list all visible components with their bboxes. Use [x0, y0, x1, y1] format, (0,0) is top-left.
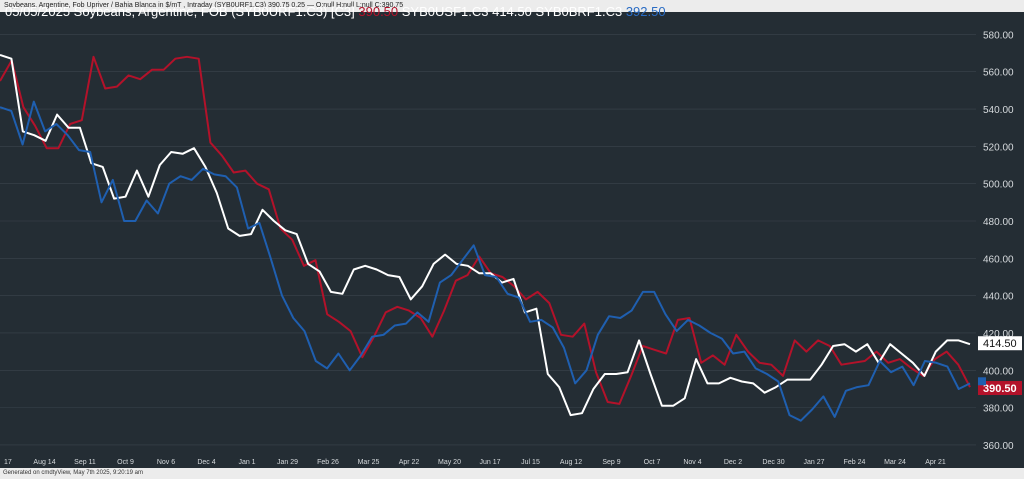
y-tick-label: 380.00 [983, 404, 1014, 415]
x-tick-label: Nov 6 [157, 459, 175, 466]
last-value-labels: 414.50 390.50 [978, 336, 1022, 396]
x-tick-label: Feb 24 [844, 459, 866, 466]
x-tick-label: Sep 11 [74, 459, 96, 466]
y-tick-label: 440.00 [983, 292, 1014, 303]
series-line-SYB0URF1.C3 [0, 55, 971, 405]
legend-title: 05/05/2025 Soybeans, Argentine, FOB (SYB… [5, 4, 355, 19]
x-tick-label: Dec 4 [197, 459, 215, 466]
x-tick-label: Jan 27 [803, 459, 824, 466]
y-tick-label: 420.00 [983, 329, 1014, 340]
legend-red-value: 390.50 [358, 4, 399, 19]
chart-legend: 05/05/2025 Soybeans, Argentine, FOB (SYB… [5, 3, 666, 21]
last-value-label-white: 414.50 [983, 338, 1017, 350]
last-value-label-red: 390.50 [983, 383, 1017, 395]
x-tick-label: 17 [4, 459, 12, 466]
y-tick-label: 480.00 [983, 217, 1014, 228]
series-line-SYB0BRF1.C3 [0, 100, 971, 422]
x-tick-label: Oct 7 [644, 459, 661, 466]
x-tick-label: Jul 15 [521, 459, 540, 466]
x-tick-label: Dec 2 [724, 459, 742, 466]
x-tick-label: Nov 4 [683, 459, 701, 466]
y-tick-label: 500.00 [983, 180, 1014, 191]
x-tick-label: Aug 14 [33, 459, 55, 466]
generated-footer: Generated on cmdtyView, May 7th 2025, 9:… [3, 470, 143, 476]
y-tick-label: 520.00 [983, 142, 1014, 153]
chart-series [0, 53, 971, 422]
chart-info-bar: Soybeans, Argentine, Fob Upriver / Bahia… [0, 0, 1024, 12]
y-axis: 360.00 380.00 400.00 420.00 440.00 460.00 480.… [983, 30, 1014, 452]
x-tick-label: Mar 25 [358, 459, 380, 466]
x-tick-label: Dec 30 [762, 459, 784, 466]
y-tick-label: 360.00 [983, 441, 1014, 452]
x-tick-label: Sep 9 [602, 459, 620, 466]
x-tick-label: Jan 29 [277, 459, 298, 466]
price-chart[interactable]: 360.00 380.00 400.00 420.00 440.00 460.00 480.… [0, 12, 1024, 468]
last-value-box-white [978, 336, 1022, 351]
y-tick-label: 540.00 [983, 105, 1014, 116]
y-tick-label: 400.00 [983, 366, 1014, 377]
x-tick-label: Oct 9 [117, 459, 134, 466]
legend-white-value: 414.50 [492, 4, 532, 19]
chart-panel [0, 12, 1024, 468]
y-tick-label: 580.00 [983, 30, 1014, 41]
x-tick-label: Aug 12 [560, 459, 582, 466]
x-tick-label: Mar 24 [884, 459, 906, 466]
legend-blue-value: 392.50 [625, 4, 666, 19]
legend-blue-name: SYB0BRF1.C3 [535, 4, 623, 19]
x-tick-label: Jan 1 [238, 459, 255, 466]
chart-grid [0, 34, 976, 446]
x-tick-label: Jun 17 [479, 459, 500, 466]
last-value-box-red [978, 381, 1022, 396]
last-value-marker-blue [978, 377, 986, 386]
x-tick-label: Feb 26 [317, 459, 339, 466]
x-tick-label: Apr 22 [399, 459, 420, 466]
y-tick-label: 560.00 [983, 68, 1014, 79]
x-tick-label: May 20 [438, 459, 461, 466]
x-axis: 17 Aug 14 Sep 11 Oct 9 Nov 6 Dec 4 Jan 1 Jan 29… [4, 459, 946, 466]
legend-white-name: SYB0USF1.C3 [401, 4, 489, 19]
x-tick-label: Apr 21 [925, 459, 946, 466]
y-tick-label: 460.00 [983, 254, 1014, 265]
